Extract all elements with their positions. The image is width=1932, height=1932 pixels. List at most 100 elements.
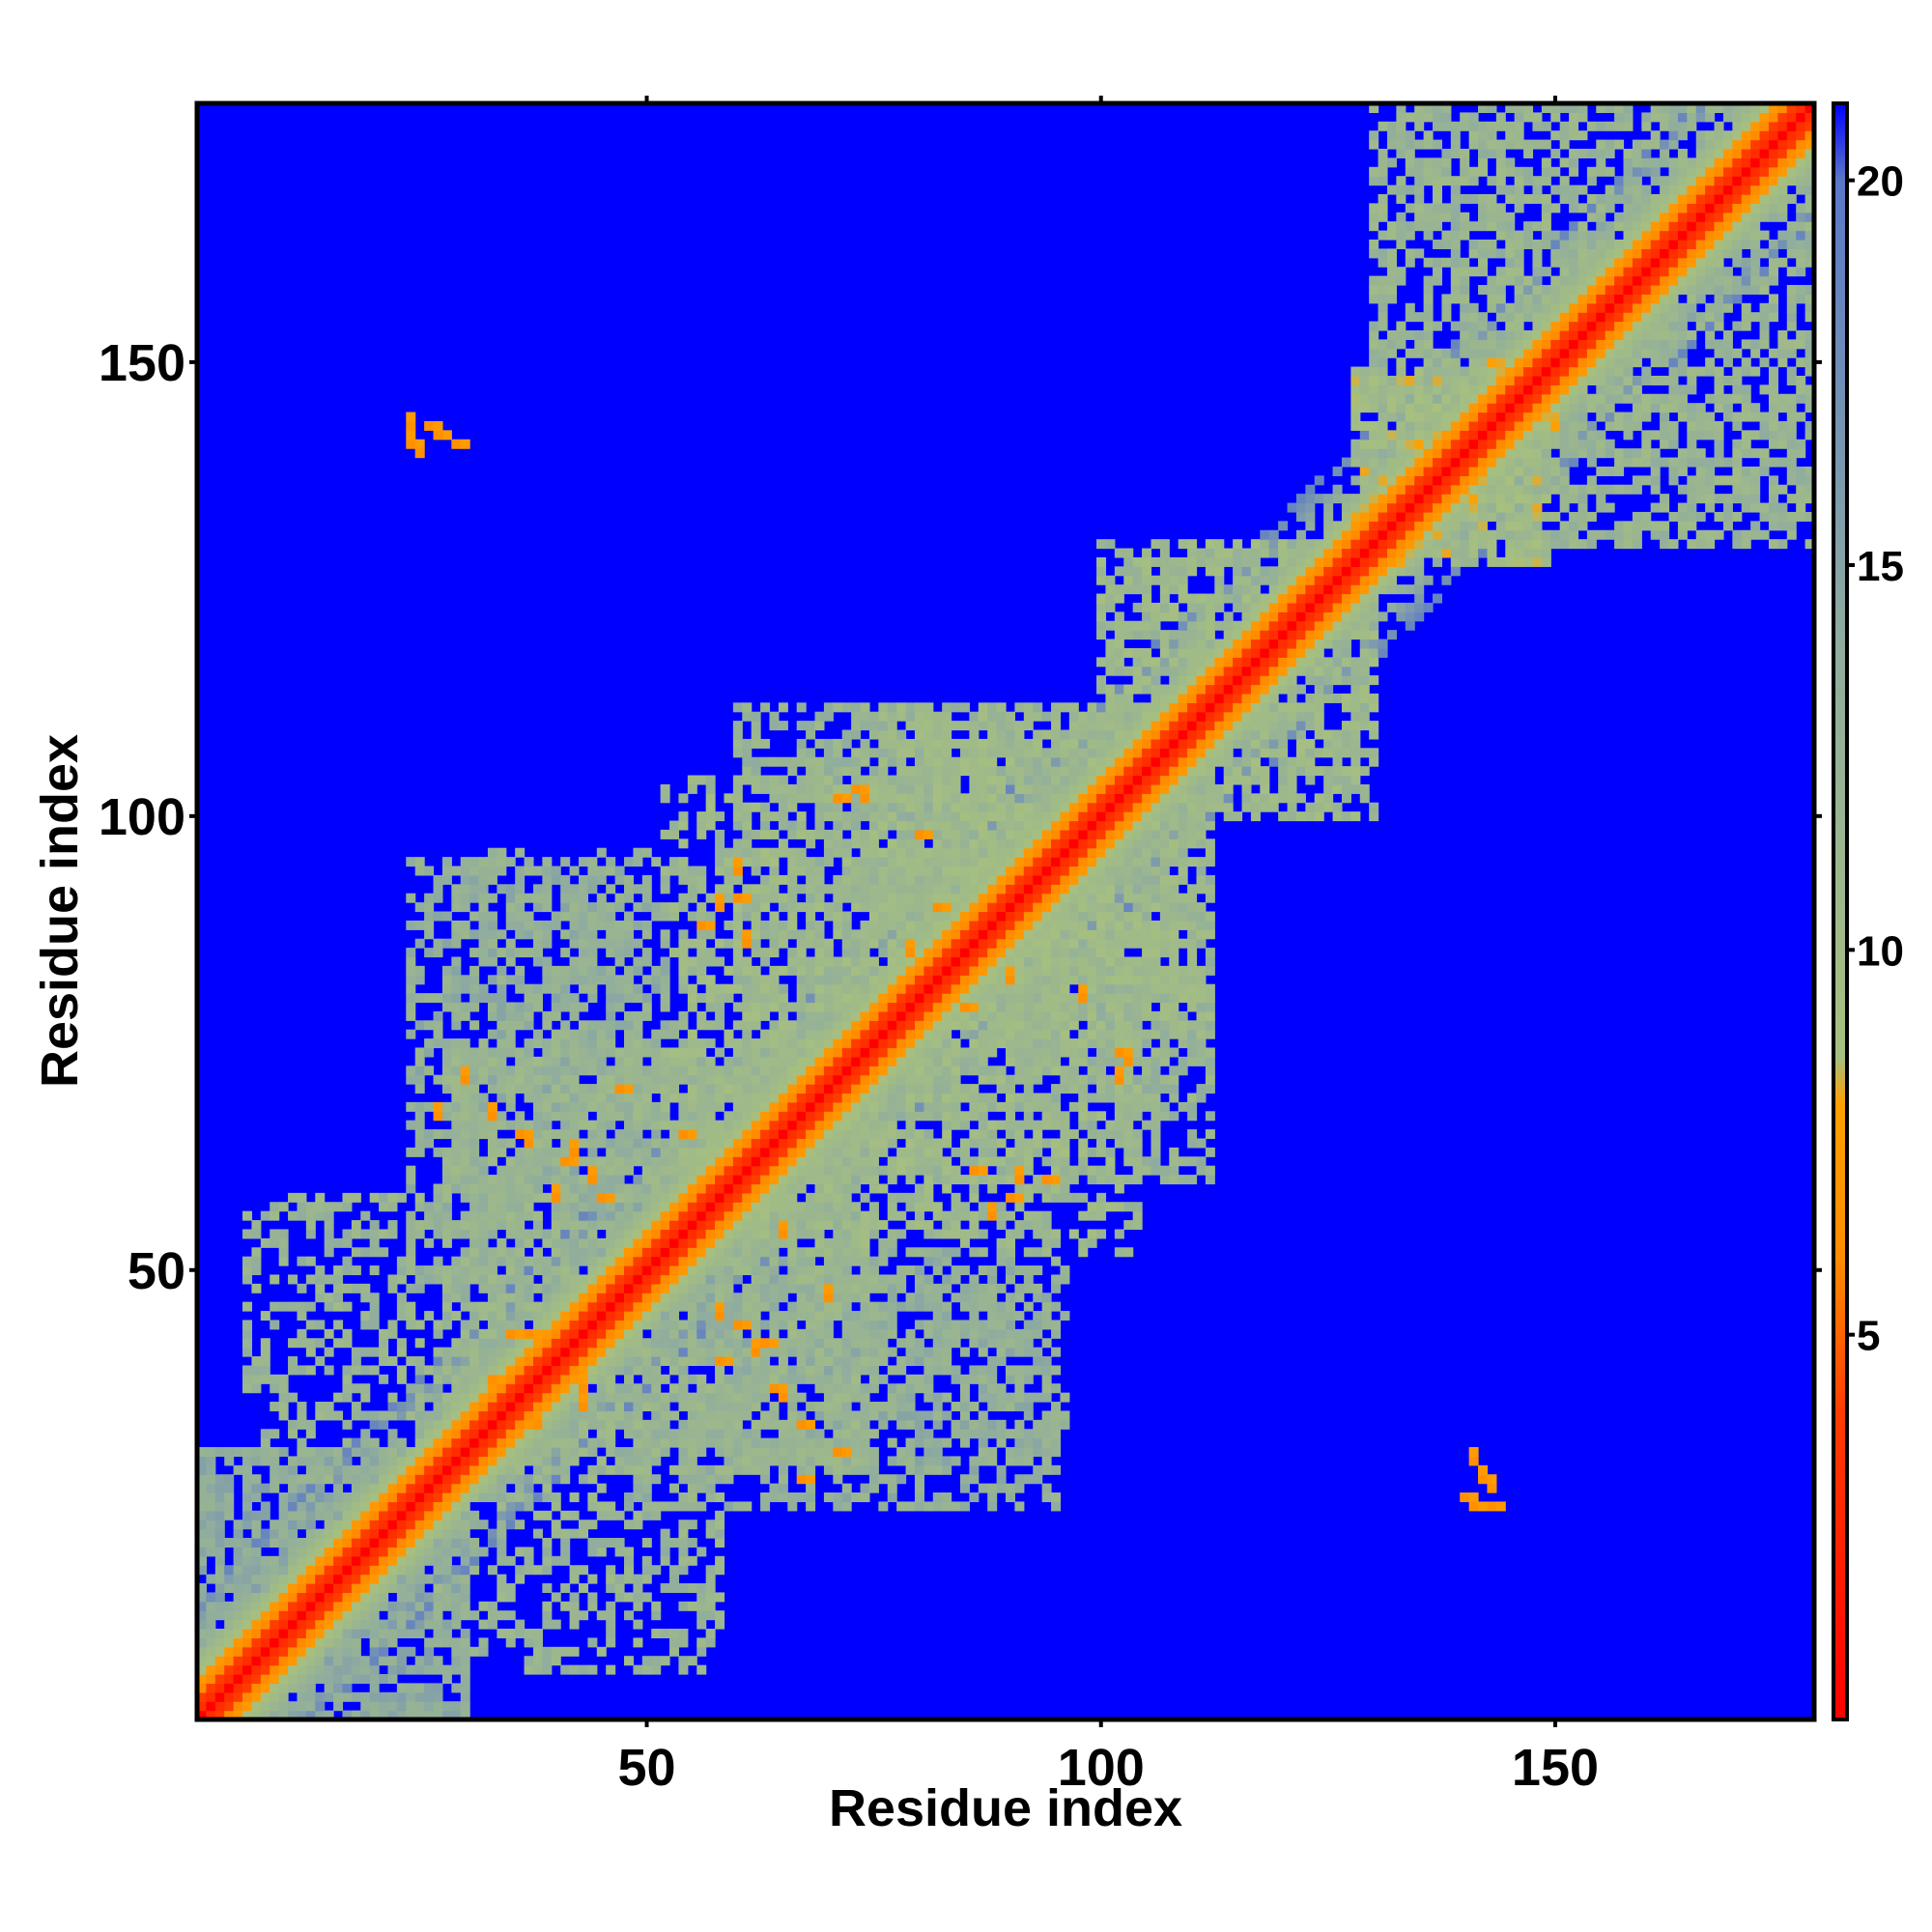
heatmap-cell — [460, 1565, 470, 1576]
heatmap-cell — [451, 1111, 462, 1122]
heatmap-cell — [833, 993, 843, 1004]
heatmap-cell — [769, 965, 780, 976]
heatmap-cell — [923, 1456, 934, 1466]
heatmap-cell — [868, 1256, 879, 1266]
heatmap-cell — [633, 1220, 643, 1231]
heatmap-cell — [732, 1038, 743, 1049]
heatmap-cell — [441, 1464, 452, 1475]
heatmap-cell — [288, 1429, 298, 1439]
heatmap-cell — [851, 711, 862, 722]
heatmap-cell — [524, 1447, 534, 1458]
heatmap-cell — [288, 1528, 298, 1539]
heatmap-cell — [551, 1619, 561, 1630]
heatmap-cell — [878, 1120, 889, 1130]
heatmap-cell — [214, 1674, 225, 1685]
heatmap-cell — [460, 1038, 470, 1049]
heatmap-cell — [233, 1629, 243, 1639]
heatmap-cell — [441, 1601, 452, 1611]
heatmap-cell — [678, 1065, 689, 1076]
heatmap-cell — [360, 1583, 371, 1594]
heatmap-cell — [868, 1338, 879, 1349]
heatmap-cell — [360, 1501, 371, 1512]
heatmap-cell — [451, 1047, 462, 1058]
heatmap-cell — [896, 756, 907, 767]
heatmap-cell — [532, 1656, 543, 1666]
heatmap-cell — [796, 811, 807, 822]
heatmap-cell — [242, 1520, 253, 1530]
heatmap-cell — [860, 1283, 870, 1293]
heatmap-cell — [833, 1229, 843, 1239]
heatmap-cell — [814, 1293, 825, 1303]
heatmap-cell — [724, 1192, 734, 1203]
heatmap-cell — [769, 1419, 780, 1430]
heatmap-cell — [724, 993, 734, 1004]
heatmap-cell — [624, 1574, 635, 1584]
heatmap-cell — [651, 1383, 662, 1394]
heatmap-cell — [742, 993, 753, 1004]
heatmap-cell — [587, 920, 598, 930]
heatmap-cell — [724, 1220, 734, 1231]
heatmap-cell — [769, 793, 780, 804]
heatmap-cell — [669, 902, 680, 913]
heatmap-cell — [823, 948, 834, 958]
heatmap-cell — [305, 1664, 316, 1675]
heatmap-cell — [532, 1365, 543, 1376]
heatmap-cell — [732, 920, 743, 930]
heatmap-cell — [360, 1293, 371, 1303]
heatmap-cell — [660, 1256, 670, 1266]
heatmap-cell — [923, 1038, 934, 1049]
heatmap-cell — [596, 1392, 607, 1403]
heatmap-cell — [560, 1437, 571, 1448]
heatmap-cell — [705, 1038, 716, 1049]
heatmap-cell — [624, 857, 635, 867]
heatmap-cell — [715, 1447, 725, 1458]
heatmap-cell — [569, 1365, 580, 1376]
heatmap-cell — [406, 1383, 416, 1394]
heatmap-cell — [905, 838, 916, 849]
heatmap-cell — [578, 1565, 588, 1576]
heatmap-cell — [678, 1565, 689, 1576]
heatmap-cell — [497, 1547, 507, 1557]
heatmap-cell — [914, 1220, 924, 1231]
heatmap-cell — [651, 1220, 662, 1231]
heatmap-cell — [487, 857, 497, 867]
heatmap-cell — [705, 1084, 716, 1094]
heatmap-cell — [587, 1492, 598, 1503]
heatmap-cell — [705, 911, 716, 922]
heatmap-cell — [796, 1338, 807, 1349]
heatmap-cell — [905, 1065, 916, 1076]
heatmap-cell — [569, 1429, 580, 1439]
heatmap-cell — [278, 1664, 289, 1675]
heatmap-cell — [806, 1347, 816, 1357]
heatmap-cell — [414, 1074, 425, 1085]
heatmap-cell — [923, 811, 934, 822]
heatmap-cell — [460, 1347, 470, 1357]
heatmap-cell — [606, 1629, 616, 1639]
heatmap-cell — [587, 1311, 598, 1321]
heatmap-cell — [751, 1038, 761, 1049]
heatmap-cell — [923, 1256, 934, 1266]
heatmap-cell — [351, 1247, 361, 1258]
heatmap-cell — [424, 1637, 435, 1648]
heatmap-cell — [896, 1074, 907, 1085]
heatmap-cell — [860, 1111, 870, 1122]
heatmap-cell — [705, 1265, 716, 1276]
heatmap-cell — [678, 1220, 689, 1231]
heatmap-cell — [515, 948, 526, 958]
heatmap-cell — [751, 1429, 761, 1439]
heatmap-cell — [878, 847, 889, 858]
heatmap-cell — [687, 1183, 697, 1194]
heatmap-cell — [587, 1138, 598, 1149]
heatmap-cell — [687, 1429, 697, 1439]
heatmap-cell — [787, 802, 798, 812]
heatmap-cell — [742, 884, 753, 895]
heatmap-cell — [560, 1374, 571, 1384]
heatmap-cell — [787, 1065, 798, 1076]
heatmap-cell — [342, 1683, 353, 1693]
heatmap-cell — [560, 1129, 571, 1140]
heatmap-cell — [560, 857, 571, 867]
heatmap-cell — [814, 1274, 825, 1285]
heatmap-cell — [624, 1129, 635, 1140]
heatmap-cell — [278, 1565, 289, 1576]
heatmap-cell — [560, 1320, 571, 1330]
